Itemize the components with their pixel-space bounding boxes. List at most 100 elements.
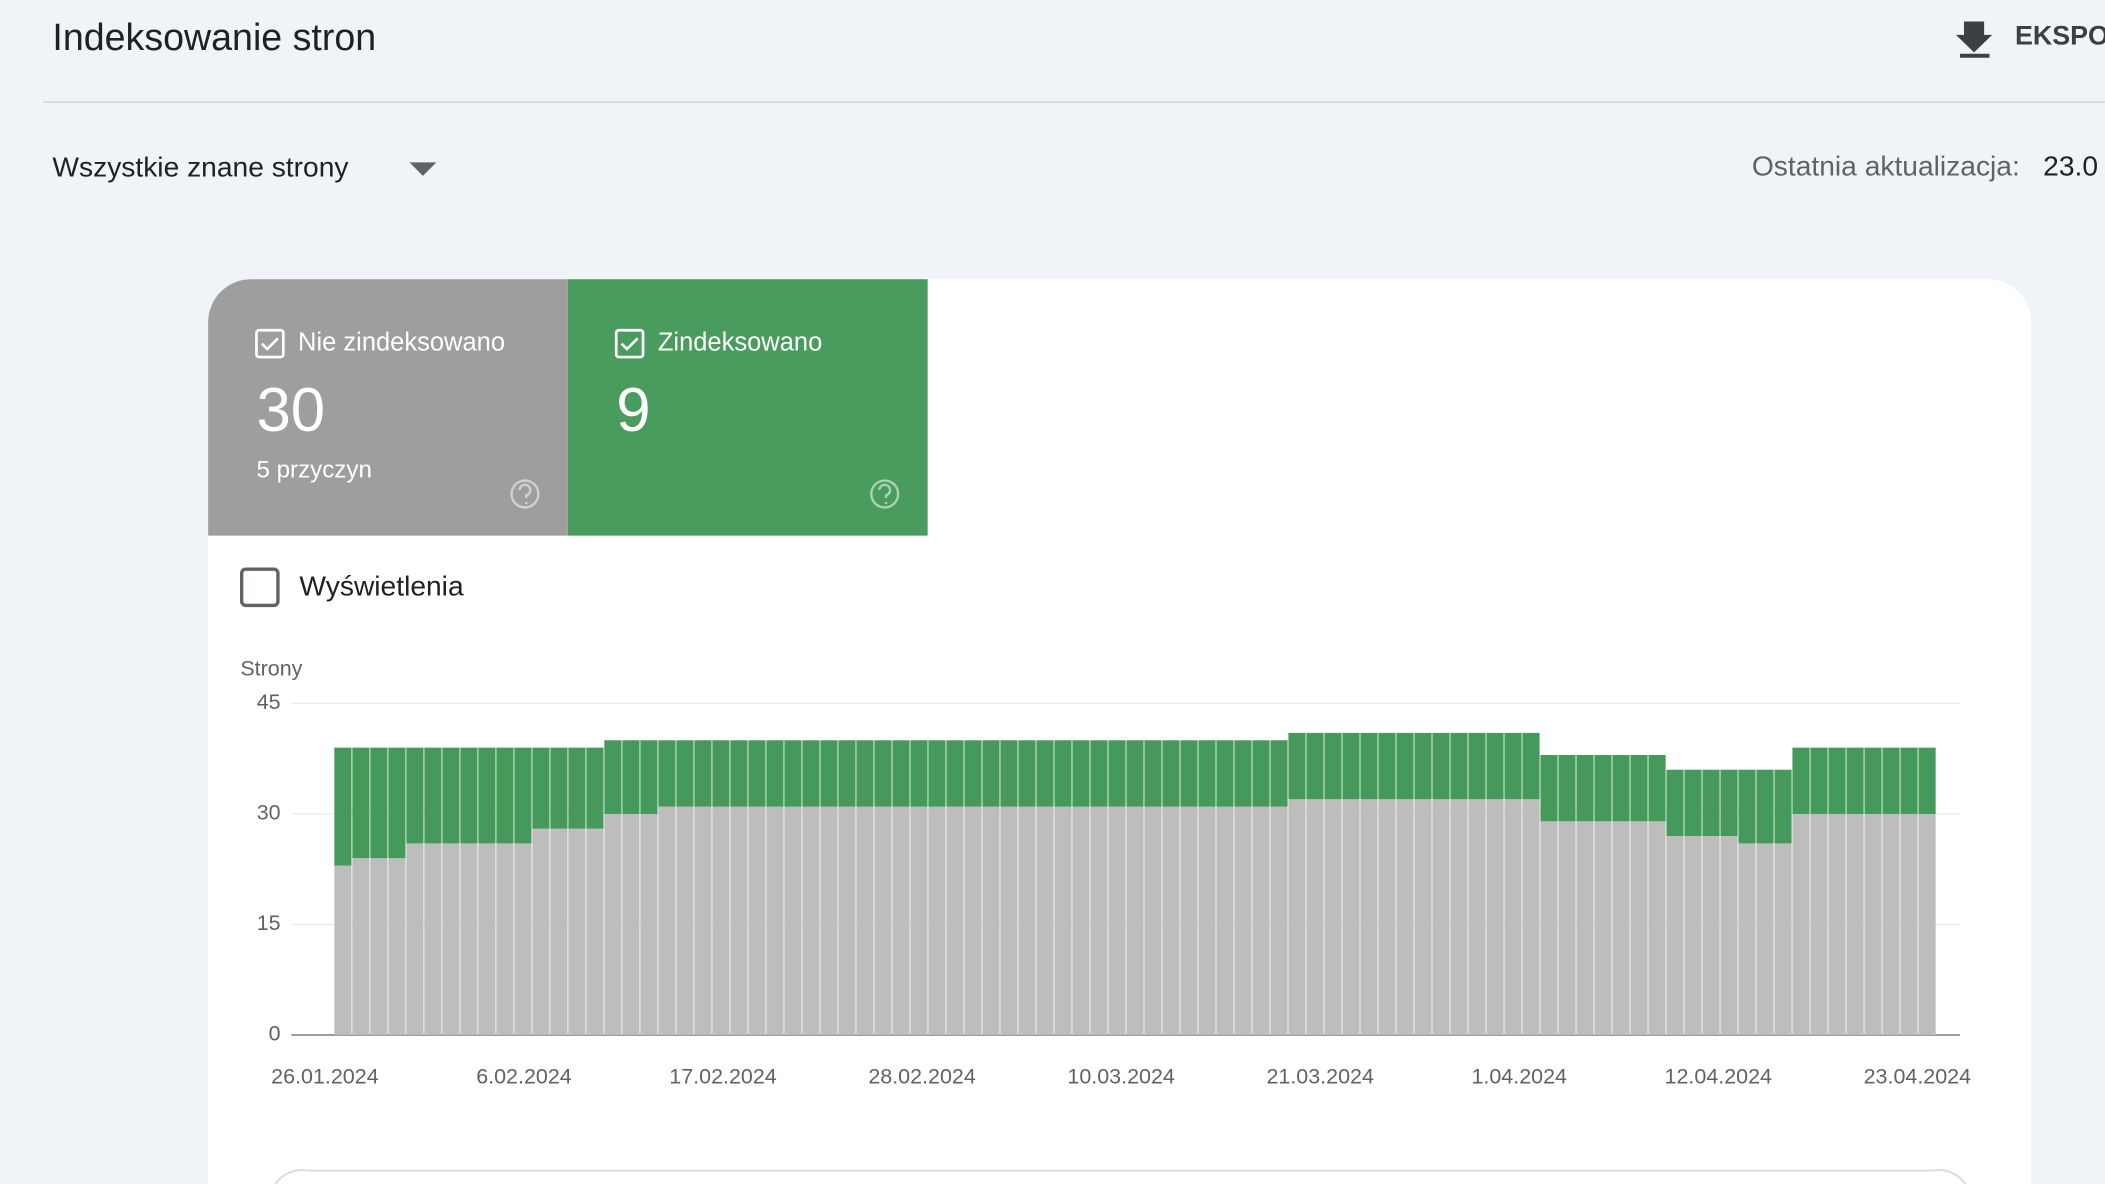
bar [1594, 821, 1612, 1035]
bar [1018, 806, 1036, 1035]
bar [1558, 754, 1576, 822]
bar [1576, 754, 1594, 822]
bar [1252, 806, 1270, 1035]
table-card-edge [274, 1169, 1967, 1184]
bar [1900, 747, 1918, 814]
bar [388, 858, 406, 1035]
bar [442, 843, 460, 1035]
indexed-card[interactable] [567, 279, 928, 536]
bar [748, 806, 766, 1035]
bar [1072, 806, 1090, 1035]
bar [1612, 821, 1630, 1035]
bar [1810, 747, 1828, 814]
impressions-label[interactable]: Wyświetlenia [299, 569, 464, 601]
bar [874, 806, 892, 1035]
filter-label[interactable]: Wszystkie znane strony [52, 151, 349, 183]
checkbox[interactable] [614, 328, 645, 359]
download-icon [1955, 21, 1993, 58]
bar [1594, 754, 1612, 822]
bar [856, 740, 874, 807]
bar [856, 806, 874, 1035]
bar [622, 740, 640, 814]
bar [1720, 769, 1738, 837]
checkbox[interactable] [240, 567, 280, 608]
bar [1486, 732, 1504, 800]
bar [586, 747, 604, 829]
bar [424, 843, 442, 1035]
bar [1036, 740, 1054, 807]
bar [1090, 740, 1108, 807]
x-tick-label: 21.03.2024 [1266, 1065, 1374, 1089]
bar [748, 740, 766, 807]
bar [352, 747, 370, 859]
page-title: Indeksowanie stron [52, 16, 376, 58]
bar [370, 858, 388, 1035]
bar [1396, 732, 1414, 800]
bar [1846, 813, 1864, 1035]
bar [1432, 799, 1450, 1035]
bar [1702, 836, 1720, 1035]
export-label[interactable]: EKSPO [2015, 21, 2105, 51]
bar [1324, 799, 1342, 1035]
bar [604, 813, 622, 1035]
bar [1504, 732, 1522, 800]
bar [1630, 754, 1648, 822]
bar [1000, 806, 1018, 1035]
y-tick-label: 45 [257, 690, 281, 714]
bar [1378, 799, 1396, 1035]
bar [460, 843, 478, 1035]
bar [586, 828, 604, 1035]
check-mark [620, 337, 639, 351]
bar [712, 740, 730, 807]
bar [802, 740, 820, 807]
bar [1666, 769, 1684, 837]
y-tick-label: 0 [269, 1022, 281, 1046]
bar [1684, 769, 1702, 837]
card-sub: 5 przyczyn [256, 457, 371, 484]
not-indexed-card[interactable] [208, 279, 568, 536]
bar [370, 747, 388, 859]
last-update-label: Ostatnia aktualizacja: [1752, 149, 2020, 181]
bar [838, 740, 856, 807]
checkbox[interactable] [255, 328, 285, 359]
bar [1864, 747, 1882, 814]
bar [1450, 732, 1468, 800]
last-update-value: 23.0 [2043, 149, 2098, 181]
bar [1468, 732, 1486, 800]
bar [730, 740, 748, 807]
bar [910, 806, 928, 1035]
bar [640, 813, 658, 1035]
bar [1810, 813, 1828, 1035]
bar [550, 828, 568, 1035]
bar [874, 740, 892, 807]
bar [1234, 740, 1252, 807]
x-tick-label: 6.02.2024 [476, 1065, 572, 1089]
bar [964, 806, 982, 1035]
help-icon[interactable] [870, 479, 900, 509]
bar [460, 747, 478, 844]
bar [532, 828, 550, 1035]
bar [784, 806, 802, 1035]
bar [1360, 732, 1378, 800]
bar [658, 806, 676, 1035]
bar [784, 740, 802, 807]
export-button[interactable]: EKSPO [1955, 21, 2105, 58]
bar [1198, 806, 1216, 1035]
card-label: Zindeksowano [658, 328, 822, 356]
bar [442, 747, 460, 844]
bar [1342, 732, 1360, 800]
bar [1414, 732, 1432, 800]
y-axis-label: Strony [240, 657, 302, 681]
bar [1036, 806, 1054, 1035]
bar [1000, 740, 1018, 807]
help-icon[interactable] [510, 479, 540, 509]
bar [604, 740, 622, 814]
bar [1774, 843, 1792, 1035]
bar [1828, 747, 1846, 814]
bar [1630, 821, 1648, 1035]
filter-dropdown[interactable]: Wszystkie znane strony [52, 151, 437, 183]
bar [1756, 769, 1774, 844]
bar [334, 747, 352, 866]
bar [1288, 732, 1306, 800]
bar [1792, 747, 1810, 814]
